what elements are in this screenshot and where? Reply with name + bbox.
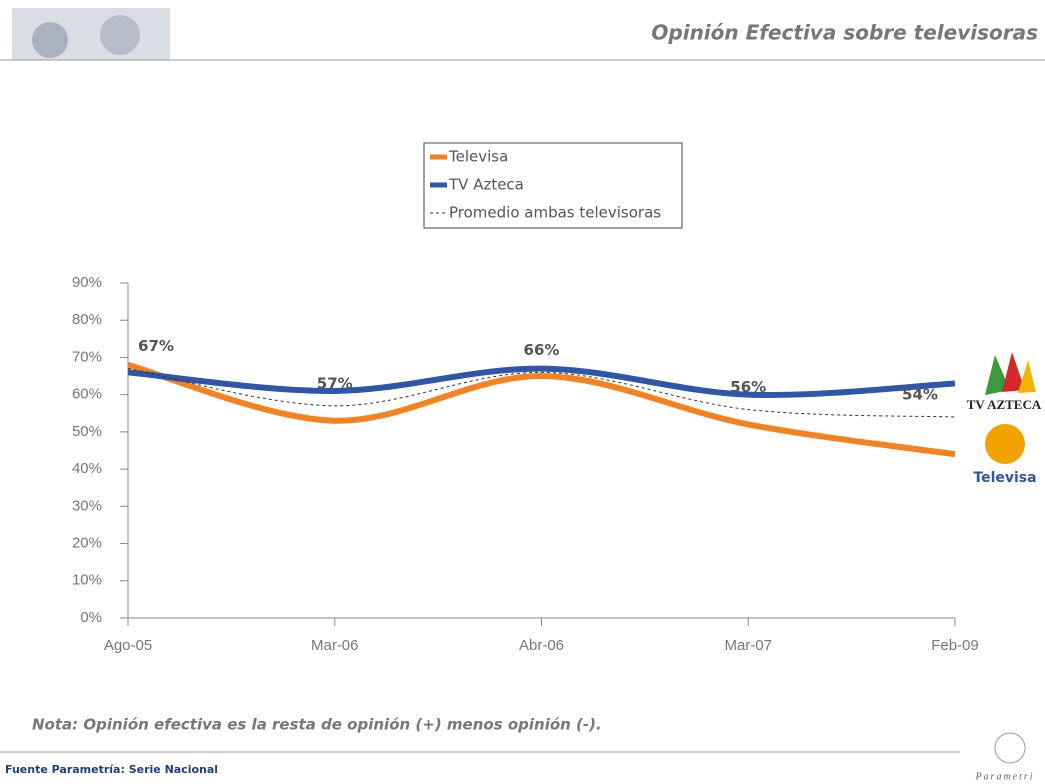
- data-label: 57%: [317, 374, 353, 392]
- televisa-logo: [985, 424, 1025, 464]
- y-tick-label: 90%: [72, 274, 102, 291]
- x-tick-label: Mar-06: [311, 637, 359, 654]
- x-tick-label: Ago-05: [104, 637, 152, 654]
- y-tick-label: 20%: [72, 535, 102, 552]
- y-tick-label: 70%: [72, 348, 102, 365]
- data-label: 54%: [902, 386, 938, 404]
- data-label: 56%: [730, 378, 766, 396]
- series-line: [127, 361, 956, 458]
- parametria-logo-text: Parametri: [974, 771, 1034, 782]
- legend-label: Promedio ambas televisoras: [449, 204, 661, 222]
- parametria-logo: [994, 732, 1026, 764]
- x-tick-label: Abr-06: [519, 637, 564, 654]
- y-tick-label: 50%: [72, 423, 102, 440]
- televisa-logo-text: Televisa: [973, 470, 1036, 486]
- page-title: Opinión Efectiva sobre televisoras: [651, 21, 1038, 45]
- y-tick-label: 30%: [72, 497, 102, 514]
- azteca-logo: [1002, 352, 1025, 392]
- header-photo-figure: [100, 15, 140, 55]
- y-tick-label: 60%: [72, 386, 102, 403]
- source: Fuente Parametría: Serie Nacional: [5, 763, 218, 776]
- series-line: [127, 365, 956, 398]
- y-tick-label: 80%: [72, 311, 102, 328]
- y-tick-label: 0%: [80, 609, 102, 626]
- y-tick-label: 40%: [72, 460, 102, 477]
- x-tick-label: Feb-09: [931, 637, 979, 654]
- legend-label: Televisa: [448, 148, 508, 166]
- note: Nota: Opinión efectiva es la resta de op…: [32, 716, 602, 734]
- azteca-logo-text: TV AZTECA: [967, 397, 1042, 412]
- azteca-logo: [1018, 360, 1036, 393]
- legend-label: TV Azteca: [448, 176, 524, 194]
- series-line: [127, 368, 956, 418]
- x-tick-label: Mar-07: [724, 637, 772, 654]
- data-label: 66%: [524, 341, 560, 359]
- legend: [423, 142, 683, 229]
- y-tick-label: 10%: [72, 572, 102, 589]
- header-photo-figure: [32, 22, 68, 58]
- data-label: 67%: [138, 337, 174, 355]
